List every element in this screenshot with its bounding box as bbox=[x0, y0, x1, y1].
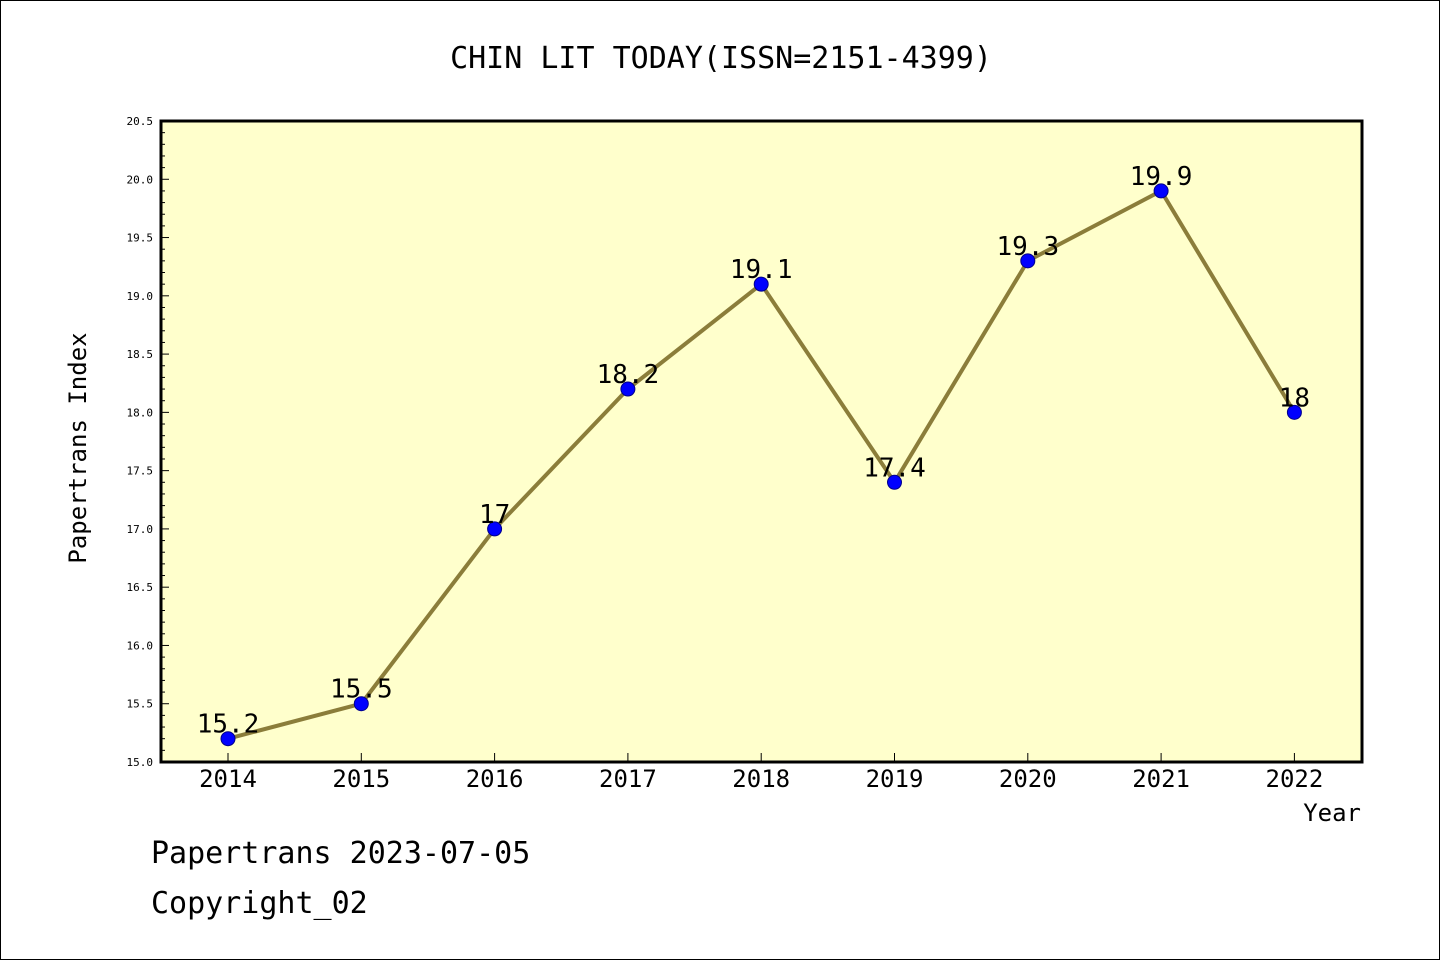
data-label: 17.4 bbox=[863, 453, 926, 483]
data-label: 15.5 bbox=[330, 675, 393, 705]
data-label: 19.9 bbox=[1130, 162, 1193, 192]
x-tick-label: 2016 bbox=[466, 765, 524, 793]
series-line-group bbox=[220, 183, 1302, 747]
y-tick-label: 15.0 bbox=[127, 756, 154, 769]
y-tick-label: 16.5 bbox=[127, 581, 154, 594]
y-tick-label: 17.0 bbox=[127, 523, 154, 536]
x-tick-label: 2022 bbox=[1266, 765, 1324, 793]
data-label: 15.2 bbox=[197, 710, 260, 740]
data-label: 17 bbox=[479, 500, 510, 530]
data-point-marker bbox=[887, 474, 902, 490]
y-tick-label: 18.5 bbox=[127, 348, 154, 361]
data-point-marker bbox=[620, 381, 636, 397]
y-axis: 15.0 15.5 16.0 16.5 17.0 17.5 18.0 18.5 19.0 19.5… bbox=[127, 115, 169, 769]
x-tick-label: 2014 bbox=[199, 765, 257, 793]
y-tick-label: 16.0 bbox=[127, 639, 154, 652]
y-tick-label: 19.5 bbox=[127, 232, 154, 245]
data-point-marker bbox=[353, 696, 369, 712]
footer-copyright: Copyright_02 bbox=[151, 886, 368, 921]
y-tick-label: 20.5 bbox=[127, 115, 154, 128]
x-tick-label: 2021 bbox=[1132, 765, 1190, 793]
y-tick-label: 20.0 bbox=[127, 173, 154, 186]
y-tick-label: 17.5 bbox=[127, 465, 154, 478]
y-tick-label: 19.0 bbox=[127, 290, 154, 303]
chart-title: CHIN LIT TODAY(ISSN=2151-4399) bbox=[450, 41, 992, 76]
data-label: 18 bbox=[1279, 383, 1310, 413]
data-point-marker bbox=[753, 276, 769, 292]
x-axis-label: Year bbox=[1303, 799, 1361, 827]
data-label: 18.2 bbox=[597, 360, 660, 390]
data-point-marker bbox=[1020, 253, 1036, 269]
y-axis-label: Papertrans Index bbox=[64, 332, 92, 563]
x-axis: 2014 2015 2016 2017 2018 2019 2020 2021 2022 bbox=[199, 753, 1323, 793]
x-tick-label: 2015 bbox=[332, 765, 390, 793]
data-point-marker bbox=[487, 521, 503, 537]
footer-date: Papertrans 2023-07-05 bbox=[151, 836, 531, 871]
x-tick-label: 2020 bbox=[999, 765, 1057, 793]
data-labels-group: 15.2 15.5 17 18.2 19.1 17.4 19.3 19.9 18 bbox=[197, 162, 1310, 740]
x-tick-label: 2017 bbox=[599, 765, 657, 793]
plot-area bbox=[159, 119, 1364, 764]
data-point-marker bbox=[220, 731, 236, 747]
y-tick-label: 15.5 bbox=[127, 698, 154, 711]
data-point-marker bbox=[1153, 183, 1169, 199]
data-label: 19.3 bbox=[996, 232, 1059, 262]
data-label: 19.1 bbox=[730, 255, 793, 285]
x-tick-label: 2019 bbox=[866, 765, 924, 793]
x-tick-label: 2018 bbox=[732, 765, 790, 793]
data-point-marker bbox=[1286, 404, 1302, 420]
y-tick-label: 18.0 bbox=[127, 406, 154, 419]
